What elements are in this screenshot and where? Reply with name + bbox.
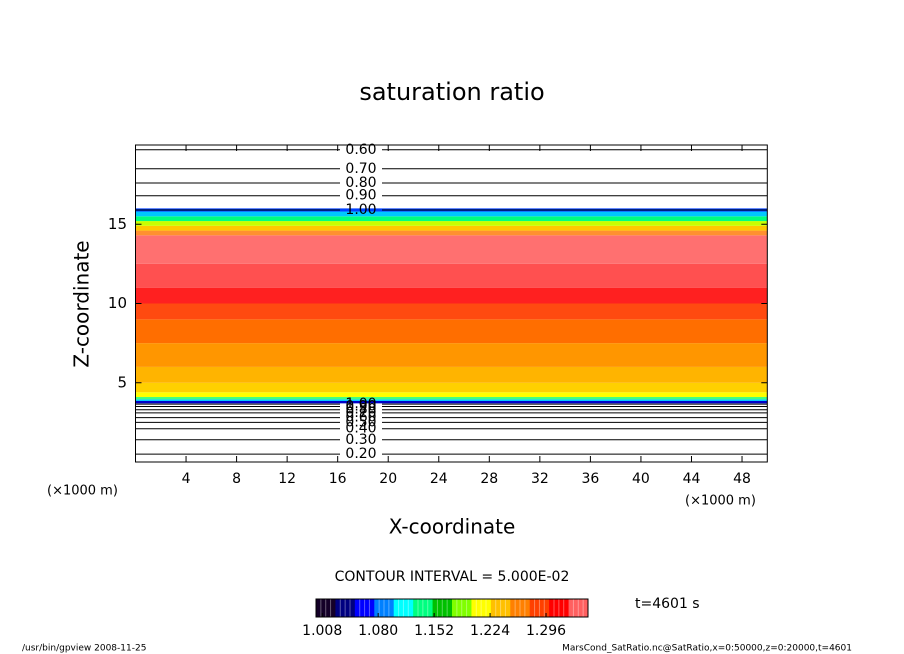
colorbar-swatch	[316, 599, 336, 617]
x-unit-label: (×1000 m)	[47, 484, 118, 499]
x-tick-label: 4	[182, 471, 191, 487]
filled-band	[135, 287, 768, 304]
filled-band	[135, 230, 768, 236]
filled-band	[135, 382, 768, 393]
filled-band	[135, 235, 768, 264]
contour-label: 0.40	[345, 421, 376, 437]
contour-label: 0.70	[345, 405, 376, 421]
x-tick-label: 40	[632, 471, 650, 487]
contour-label: 1.00	[345, 202, 376, 218]
colorbar-swatch	[354, 599, 375, 617]
colorbar-swatch	[471, 599, 492, 617]
colorbar-tick-label: 1.296	[526, 623, 566, 639]
colorbar-swatch	[529, 599, 550, 617]
filled-band	[135, 319, 768, 344]
contour-label: 0.20	[345, 446, 376, 462]
filled-band	[135, 216, 768, 222]
y-tick-label: 5	[117, 373, 127, 391]
x-axis-label: X-coordinate	[389, 515, 516, 539]
x-unit-label: (×1000 m)	[685, 494, 756, 509]
filled-band	[135, 343, 768, 367]
contour-label: 0.70	[345, 161, 376, 177]
colorbar-tick-label: 1.152	[414, 623, 454, 639]
contour-label: 0.50	[345, 414, 376, 430]
colorbar-swatch	[393, 599, 414, 617]
y-tick-label: 10	[108, 294, 127, 312]
contour-label: 0.60	[345, 142, 376, 158]
contour-label: 0.60	[345, 410, 376, 426]
colorbar-swatch	[413, 599, 434, 617]
filled-band	[135, 392, 768, 398]
filled-band	[135, 225, 768, 231]
x-tick-label: 48	[733, 471, 751, 487]
y-tick-label: 15	[108, 215, 127, 233]
colorbar-swatch	[510, 599, 531, 617]
contour-label: 1.00	[345, 396, 376, 412]
colorbar-swatch	[549, 599, 570, 617]
filled-band	[135, 397, 768, 400]
filled-band	[135, 303, 768, 320]
filled-band	[135, 400, 768, 404]
colorbar-tick-label: 1.008	[302, 623, 342, 639]
y-axis-label: Z-coordinate	[70, 240, 94, 367]
x-tick-label: 20	[379, 471, 397, 487]
x-tick-label: 28	[480, 471, 498, 487]
colorbar-swatch	[452, 599, 472, 617]
contour-label: 0.30	[345, 432, 376, 448]
contour-interval: CONTOUR INTERVAL = 5.000E-02	[335, 569, 570, 585]
colorbar-swatch	[374, 599, 395, 617]
filled-band	[135, 211, 768, 217]
time-label: t=4601 s	[635, 596, 700, 612]
footer-right: MarsCond_SatRatio.nc@SatRatio,x=0:50000,…	[562, 644, 852, 654]
x-tick-label: 16	[329, 471, 347, 487]
contour-label: 0.90	[345, 188, 376, 204]
x-tick-label: 12	[278, 471, 296, 487]
filled-band	[135, 263, 768, 288]
filled-band	[135, 221, 768, 226]
contour-label: 0.80	[345, 402, 376, 418]
colorbar-swatch	[568, 599, 589, 617]
chart-title: saturation ratio	[359, 78, 544, 106]
colorbar-swatch	[490, 599, 511, 617]
footer-left: /usr/bin/gpview 2008-11-25	[22, 644, 146, 654]
x-tick-label: 44	[683, 471, 701, 487]
filled-band	[135, 366, 768, 383]
colorbar-tick-label: 1.080	[358, 623, 398, 639]
colorbar-tick-label: 1.224	[470, 623, 510, 639]
contour-label: 0.90	[345, 399, 376, 415]
contour-label: 0.80	[345, 175, 376, 191]
filled-band	[135, 399, 768, 401]
colorbar-swatch	[335, 599, 356, 617]
colorbar-frame	[315, 598, 589, 618]
x-tick-label: 24	[430, 471, 448, 487]
colorbar-swatch	[432, 599, 453, 617]
x-tick-label: 36	[581, 471, 599, 487]
x-tick-label: 8	[232, 471, 241, 487]
x-tick-label: 32	[531, 471, 549, 487]
